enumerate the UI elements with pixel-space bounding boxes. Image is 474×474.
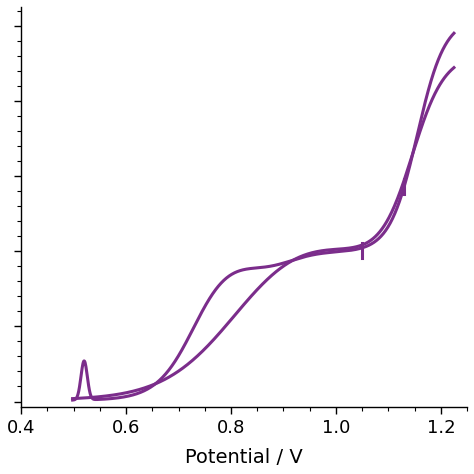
X-axis label: Potential / V: Potential / V (185, 448, 303, 467)
